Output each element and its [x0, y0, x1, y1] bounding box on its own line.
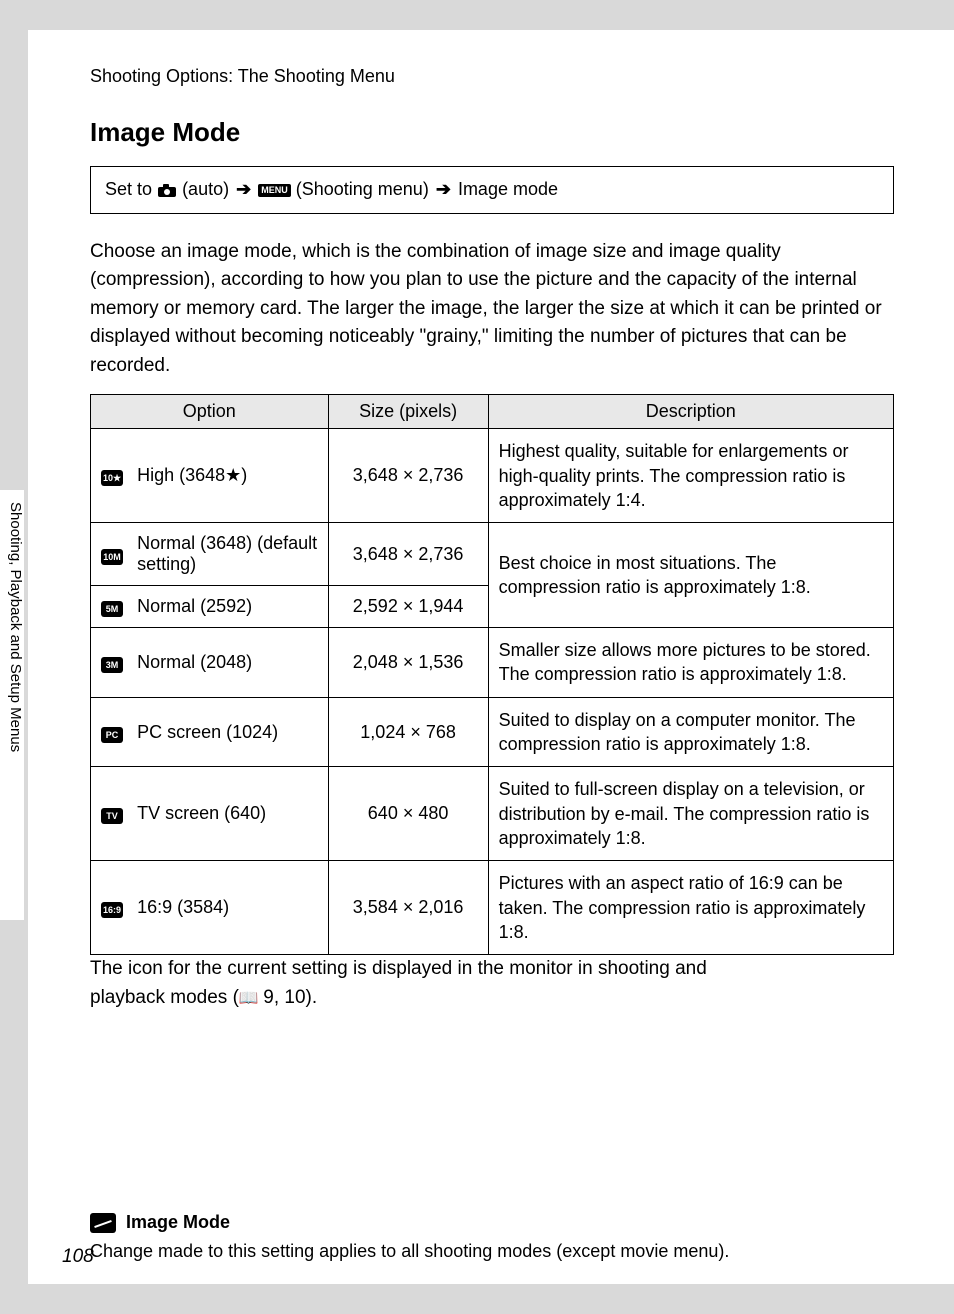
size-value: 3,648 × 2,736 [328, 429, 488, 523]
size-value: 1,024 × 768 [328, 697, 488, 767]
option-label: High (3648★) [133, 429, 328, 523]
col-option: Option [91, 395, 329, 429]
mode-icon: 5M [101, 601, 123, 617]
col-size: Size (pixels) [328, 395, 488, 429]
size-value: 2,048 × 1,536 [328, 628, 488, 698]
breadcrumb: Shooting Options: The Shooting Menu [90, 66, 894, 87]
desc-value: Suited to full-screen display on a telev… [488, 767, 893, 861]
col-desc: Description [488, 395, 893, 429]
option-label: PC screen (1024) [133, 697, 328, 767]
size-value: 3,584 × 2,016 [328, 861, 488, 955]
mode-icon: 10★ [101, 470, 123, 486]
desc-value: Best choice in most situations. The comp… [488, 523, 893, 628]
table-row: PC PC screen (1024) 1,024 × 768 Suited t… [91, 697, 894, 767]
page-title: Image Mode [90, 117, 894, 148]
menu-icon: MENU [258, 184, 291, 197]
mode-icon: PC [101, 727, 123, 743]
arrow-icon: ➔ [434, 179, 453, 199]
mode-icon: TV [101, 808, 123, 824]
size-value: 3,648 × 2,736 [328, 523, 488, 586]
pencil-icon [90, 1213, 116, 1233]
option-label: 16:9 (3584) [133, 861, 328, 955]
table-row: 16:9 16:9 (3584) 3,584 × 2,016 Pictures … [91, 861, 894, 955]
note-title: Image Mode [126, 1212, 230, 1233]
nav-target: Image mode [458, 179, 558, 199]
option-label: Normal (3648) (default setting) [133, 523, 328, 586]
desc-value: Suited to display on a computer monitor.… [488, 697, 893, 767]
note-body: Change made to this setting applies to a… [90, 1239, 894, 1264]
option-label: Normal (2048) [133, 628, 328, 698]
side-tab-label: Shooting, Playback and Setup Menus [0, 490, 24, 920]
option-label: Normal (2592) [133, 586, 328, 628]
arrow-icon: ➔ [234, 179, 253, 199]
mode-icon: 16:9 [101, 902, 123, 918]
nav-menu-label: (Shooting menu) [296, 179, 429, 199]
intro-paragraph: Choose an image mode, which is the combi… [90, 238, 894, 381]
desc-value: Highest quality, suitable for enlargemen… [488, 429, 893, 523]
book-icon: 📖 [239, 990, 263, 1007]
image-mode-table: Option Size (pixels) Description 10★ Hig… [90, 394, 894, 955]
menu-path-box: Set to (auto) ➔ MENU (Shooting menu) ➔ I… [90, 166, 894, 214]
desc-value: Pictures with an aspect ratio of 16:9 ca… [488, 861, 893, 955]
note-block: Image Mode Change made to this setting a… [90, 1212, 894, 1264]
after-table-text: The icon for the current setting is disp… [90, 955, 894, 1012]
table-row: TV TV screen (640) 640 × 480 Suited to f… [91, 767, 894, 861]
nav-auto-label: (auto) [182, 179, 229, 199]
option-label: TV screen (640) [133, 767, 328, 861]
table-row: 10★ High (3648★) 3,648 × 2,736 Highest q… [91, 429, 894, 523]
page-number: 108 [62, 1246, 94, 1268]
table-row: 3M Normal (2048) 2,048 × 1,536 Smaller s… [91, 628, 894, 698]
side-tab: Shooting, Playback and Setup Menus [0, 490, 24, 920]
size-value: 640 × 480 [328, 767, 488, 861]
nav-prefix: Set to [105, 179, 152, 199]
table-row: 10M Normal (3648) (default setting) 3,64… [91, 523, 894, 586]
camera-icon [157, 180, 182, 200]
page: Shooting Options: The Shooting Menu Imag… [28, 30, 954, 1284]
mode-icon: 3M [101, 657, 123, 673]
mode-icon: 10M [101, 549, 123, 565]
desc-value: Smaller size allows more pictures to be … [488, 628, 893, 698]
size-value: 2,592 × 1,944 [328, 586, 488, 628]
